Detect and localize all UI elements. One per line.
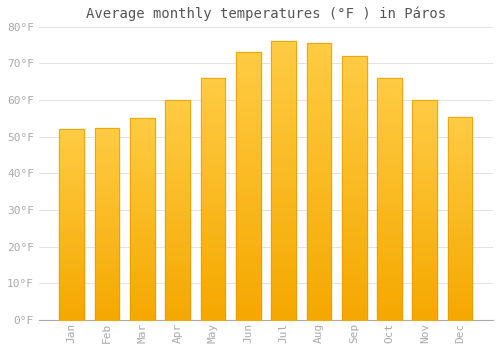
Bar [130, 118, 155, 320]
Bar [200, 78, 226, 320]
Bar [236, 52, 260, 320]
Bar [377, 78, 402, 320]
Bar [377, 78, 402, 320]
Bar [306, 43, 331, 320]
Bar [166, 100, 190, 320]
Bar [342, 56, 366, 320]
Bar [60, 130, 84, 320]
Bar [271, 41, 296, 320]
Bar [448, 117, 472, 320]
Bar [166, 100, 190, 320]
Bar [94, 128, 120, 320]
Bar [60, 130, 84, 320]
Bar [271, 41, 296, 320]
Bar [200, 78, 226, 320]
Bar [412, 100, 437, 320]
Bar [306, 43, 331, 320]
Bar [448, 117, 472, 320]
Bar [130, 118, 155, 320]
Bar [412, 100, 437, 320]
Bar [236, 52, 260, 320]
Title: Average monthly temperatures (°F ) in Páros: Average monthly temperatures (°F ) in Pá… [86, 7, 446, 21]
Bar [342, 56, 366, 320]
Bar [94, 128, 120, 320]
